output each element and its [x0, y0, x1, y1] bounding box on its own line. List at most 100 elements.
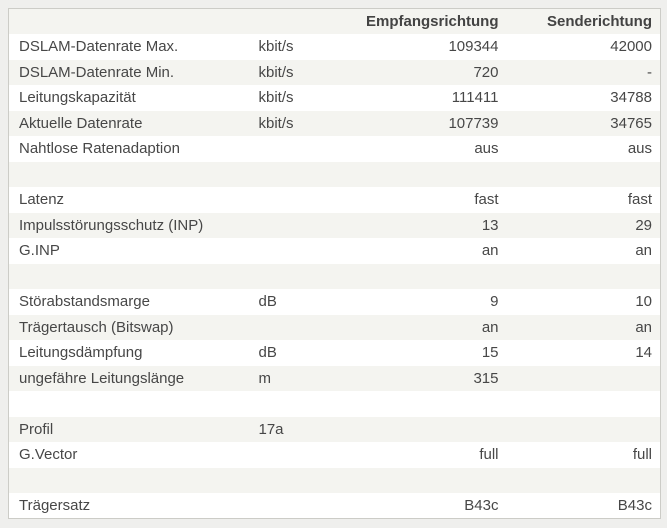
row-unit [251, 442, 357, 468]
row-unit: dB [258, 344, 277, 362]
row-value-senderichtung: 34788 [610, 89, 652, 107]
row-value-empfangsrichtung: 111411 [451, 89, 499, 107]
row-value-senderichtung: an [635, 242, 652, 260]
row-value-senderichtung: fast [627, 191, 652, 209]
row-value-empfangsrichtung: 107739 [448, 114, 499, 132]
row-unit [251, 136, 357, 162]
row-value-senderichtung [507, 366, 661, 392]
table-row: Störabstandsmarge dB 9 10 [9, 289, 661, 315]
row-value-empfangsrichtung: an [481, 318, 499, 336]
row-value-empfangsrichtung: 109344 [448, 38, 499, 56]
row-label [9, 162, 251, 188]
table-row: Profil 17a [8, 416, 661, 443]
row-value-empfangsrichtung: 720 [473, 63, 499, 81]
row-label [9, 264, 251, 290]
row-value-empfangsrichtung: 9 [490, 293, 499, 311]
table-row: G.Vector full full [9, 442, 661, 468]
column-header-unit [251, 9, 357, 35]
row-value-empfangsrichtung: full [479, 446, 499, 464]
row-label: Aktuelle Datenrate [19, 114, 143, 132]
row-value-empfangsrichtung [357, 468, 507, 494]
row-value-senderichtung: an [635, 318, 652, 336]
row-unit [251, 264, 357, 290]
row-value-senderichtung [507, 417, 661, 443]
column-header-label [9, 9, 251, 35]
spacer-row [8, 467, 661, 494]
row-value-empfangsrichtung: 15 [481, 344, 499, 362]
row-value-empfangsrichtung [357, 264, 507, 290]
row-value-senderichtung [507, 162, 661, 188]
row-value-senderichtung [507, 391, 661, 417]
row-unit: kbit/s [258, 38, 294, 56]
row-value-empfangsrichtung: 13 [481, 216, 499, 234]
row-value-empfangsrichtung: fast [474, 191, 499, 209]
column-header-empfangsrichtung: Empfangsrichtung [365, 13, 499, 30]
row-label: G.INP [19, 242, 60, 260]
row-unit [251, 468, 357, 494]
row-value-senderichtung: 10 [635, 293, 652, 311]
table-row: Leitungskapazität kbit/s 111411 34788 [9, 85, 661, 111]
row-label: Latenz [19, 191, 65, 209]
row-unit: kbit/s [258, 114, 294, 132]
table-row: Trägersatz B43c B43c [9, 493, 661, 519]
spacer-row [8, 161, 661, 188]
row-value-senderichtung: 42000 [610, 38, 652, 56]
row-label: Trägersatz [19, 497, 91, 514]
column-header-senderichtung: Senderichtung [546, 13, 652, 30]
header-row: Empfangsrichtung Senderichtung [8, 8, 661, 35]
row-label: DSLAM-Datenrate Max. [19, 38, 179, 56]
table-row: Latenz fast fast [9, 187, 661, 213]
row-value-empfangsrichtung [357, 162, 507, 188]
dsl-table-body: DSLAM-Datenrate Max. kbit/s 109344 42000 DSL… [8, 34, 661, 519]
row-unit [251, 391, 357, 417]
row-value-senderichtung: 29 [635, 216, 652, 234]
row-unit: m [258, 369, 272, 387]
row-unit: 17a [258, 420, 284, 438]
table-row: Aktuelle Datenrate kbit/s 107739 34765 [8, 110, 661, 136]
dsl-info-table: Empfangsrichtung Senderichtung DSLAM-Dat… [8, 8, 661, 519]
row-unit [251, 493, 357, 519]
row-label: G.Vector [19, 446, 78, 464]
row-value-senderichtung: - [647, 63, 652, 81]
spacer-row [9, 391, 661, 417]
table-row: G.INP an an [9, 238, 661, 264]
table-row: DSLAM-Datenrate Max. kbit/s 109344 42000 [9, 34, 661, 60]
table-row: ungefähre Leitungslänge m 315 [8, 365, 661, 392]
row-value-empfangsrichtung [357, 417, 507, 443]
row-unit: kbit/s [258, 63, 294, 81]
row-value-senderichtung: 34765 [610, 114, 652, 132]
row-value-empfangsrichtung [357, 391, 507, 417]
row-unit [251, 213, 357, 239]
row-value-senderichtung: 14 [635, 344, 652, 362]
row-label: Leitungskapazität [19, 89, 136, 107]
table-row: Trägertausch (Bitswap) an an [8, 314, 661, 341]
table-row: Impulsstörungsschutz (INP) 13 29 [8, 212, 661, 239]
table-row: Leitungsdämpfung dB 15 14 [9, 340, 661, 366]
row-label: Störabstandsmarge [19, 293, 150, 311]
row-value-empfangsrichtung: an [481, 242, 499, 260]
row-value-senderichtung: full [632, 446, 652, 464]
row-unit [251, 315, 357, 341]
row-value-empfangsrichtung: aus [474, 140, 499, 158]
row-label: Trägertausch (Bitswap) [19, 318, 174, 336]
row-unit [251, 238, 357, 264]
table-row: DSLAM-Datenrate Min. kbit/s 720 - [8, 59, 661, 85]
dsl-info-panel: Empfangsrichtung Senderichtung DSLAM-Dat… [8, 8, 661, 519]
row-value-senderichtung [507, 264, 661, 290]
row-value-senderichtung: aus [627, 140, 652, 158]
row-label: DSLAM-Datenrate Min. [19, 63, 175, 81]
row-value-senderichtung: B43c [617, 497, 652, 514]
row-label: Leitungsdämpfung [19, 344, 143, 362]
row-label: ungefähre Leitungslänge [19, 369, 185, 387]
row-value-empfangsrichtung: B43c [464, 497, 499, 514]
row-label [9, 468, 251, 494]
table-row: Nahtlose Ratenadaption aus aus [9, 136, 661, 162]
spacer-row [8, 263, 661, 290]
row-unit: dB [258, 293, 277, 311]
row-label [9, 391, 251, 417]
row-unit: kbit/s [258, 89, 294, 107]
row-value-senderichtung [507, 468, 661, 494]
row-label: Nahtlose Ratenadaption [19, 140, 180, 158]
row-unit [251, 162, 357, 188]
dsl-table-header: Empfangsrichtung Senderichtung [8, 8, 661, 35]
